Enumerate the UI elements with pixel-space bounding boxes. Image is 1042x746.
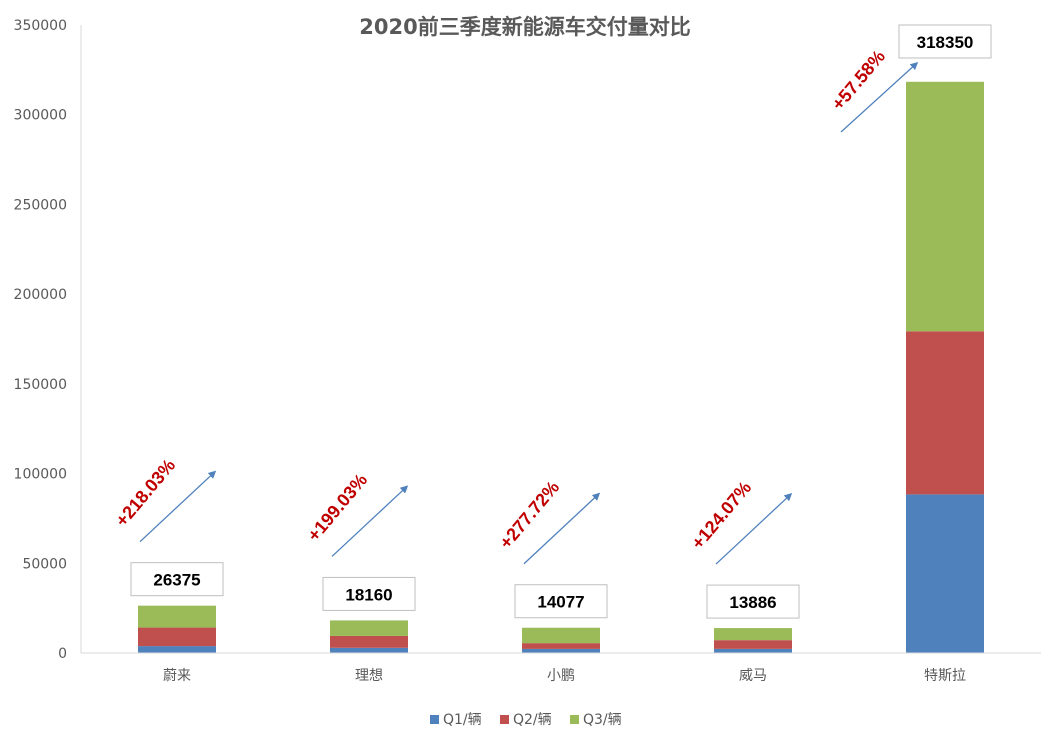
total-box <box>514 584 608 619</box>
growth-arrow <box>523 492 601 565</box>
growth-label: +277.72% <box>496 477 564 552</box>
total-label: 14077 <box>537 593 584 612</box>
bar-segment <box>138 646 216 653</box>
chart-title: 2020前三季度新能源车交付量对比 <box>359 15 690 39</box>
growth-label: +124.07% <box>688 478 756 553</box>
annotations: 26375 +218.03% 18160 +199.03% 14077 +277.72% 1… <box>112 24 992 619</box>
bar-segment <box>522 627 600 644</box>
x-tick-label: 理想 <box>355 668 383 684</box>
bar-segment <box>330 635 408 648</box>
x-tick-label: 蔚来 <box>163 668 191 684</box>
total-label: 18160 <box>345 585 392 604</box>
bar-segment <box>522 648 600 653</box>
bars <box>138 81 984 653</box>
total-label: 13886 <box>729 593 776 612</box>
x-tick-label: 特斯拉 <box>924 668 966 684</box>
total-label: 318350 <box>917 33 974 52</box>
y-tick-label: 250000 <box>14 197 67 213</box>
legend-swatch <box>430 715 439 724</box>
x-tick-label: 小鹏 <box>547 668 575 684</box>
growth-label: +199.03% <box>304 470 372 545</box>
legend-swatch <box>570 715 579 724</box>
legend-label: Q1/辆 <box>443 712 482 728</box>
bar-segment <box>906 331 984 495</box>
bar-segment <box>330 647 408 653</box>
y-axis: 0 50000 100000 150000 200000 250000 300000 3500… <box>14 18 82 662</box>
legend-swatch <box>500 715 509 724</box>
legend: Q1/辆 Q2/辆 Q3/辆 <box>430 712 622 728</box>
bar-segment <box>906 494 984 653</box>
total-box <box>130 562 224 597</box>
growth-label: +218.03% <box>112 455 180 530</box>
total-label: 26375 <box>153 571 200 590</box>
x-tick-label: 威马 <box>739 668 767 684</box>
growth-arrow <box>331 485 409 557</box>
growth-arrow <box>715 493 793 565</box>
growth-arrow <box>840 61 919 133</box>
y-tick-label: 150000 <box>14 377 67 393</box>
legend-label: Q2/辆 <box>513 712 552 728</box>
bar-segment <box>714 640 792 649</box>
growth-arrow <box>139 470 217 543</box>
y-tick-label: 300000 <box>14 108 67 124</box>
total-box <box>898 24 992 59</box>
legend-label: Q3/辆 <box>583 712 622 728</box>
y-tick-label: 100000 <box>14 467 67 483</box>
y-tick-label: 0 <box>58 646 67 662</box>
bar-segment <box>330 620 408 636</box>
bar-segment <box>138 627 216 647</box>
bar-segment <box>138 605 216 628</box>
bar-segment <box>714 628 792 641</box>
total-box <box>706 584 800 619</box>
y-tick-label: 50000 <box>22 556 67 572</box>
bar-segment <box>714 648 792 653</box>
bar-segment <box>522 643 600 649</box>
bar-segment <box>906 81 984 332</box>
growth-label: +57.58% <box>828 46 889 114</box>
y-tick-label: 200000 <box>14 287 67 303</box>
y-tick-label: 350000 <box>14 18 67 34</box>
x-axis: 蔚来 理想 小鹏 威马 特斯拉 <box>81 652 1041 684</box>
total-box <box>322 576 416 611</box>
